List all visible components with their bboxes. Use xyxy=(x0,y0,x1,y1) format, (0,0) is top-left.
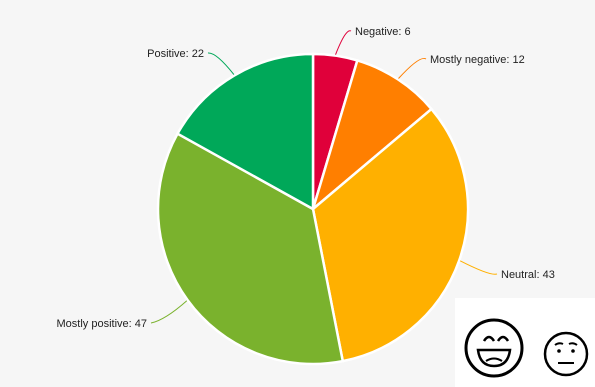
pie-slice-neutral xyxy=(311,107,470,363)
pie-slice-mostly-positive xyxy=(156,131,345,366)
worried-face-icon xyxy=(543,331,589,377)
leader-line-mostly-negative xyxy=(398,57,427,79)
slice-label-negative: Negative: 6 xyxy=(355,26,411,38)
slice-label-positive: Positive: 22 xyxy=(147,48,204,60)
slice-label-mostly-negative: Mostly negative: 12 xyxy=(430,54,525,66)
emoji-icons xyxy=(455,298,595,387)
leader-line-negative xyxy=(335,30,352,55)
label-leader-lines xyxy=(150,30,498,324)
leader-line-mostly-positive xyxy=(150,300,188,324)
leader-line-neutral xyxy=(459,260,498,275)
leader-line-positive xyxy=(207,52,235,75)
slice-label-neutral: Neutral: 43 xyxy=(501,269,555,281)
slice-labels: Negative: 6 Mostly negative: 12 Neutral: 4… xyxy=(57,26,555,330)
pie-slice-mostly-negative xyxy=(310,58,434,213)
slice-label-mostly-positive: Mostly positive: 47 xyxy=(57,318,147,330)
pie-slices xyxy=(156,52,470,366)
laughing-face-icon xyxy=(464,318,524,378)
pie-slice-positive xyxy=(175,52,315,212)
